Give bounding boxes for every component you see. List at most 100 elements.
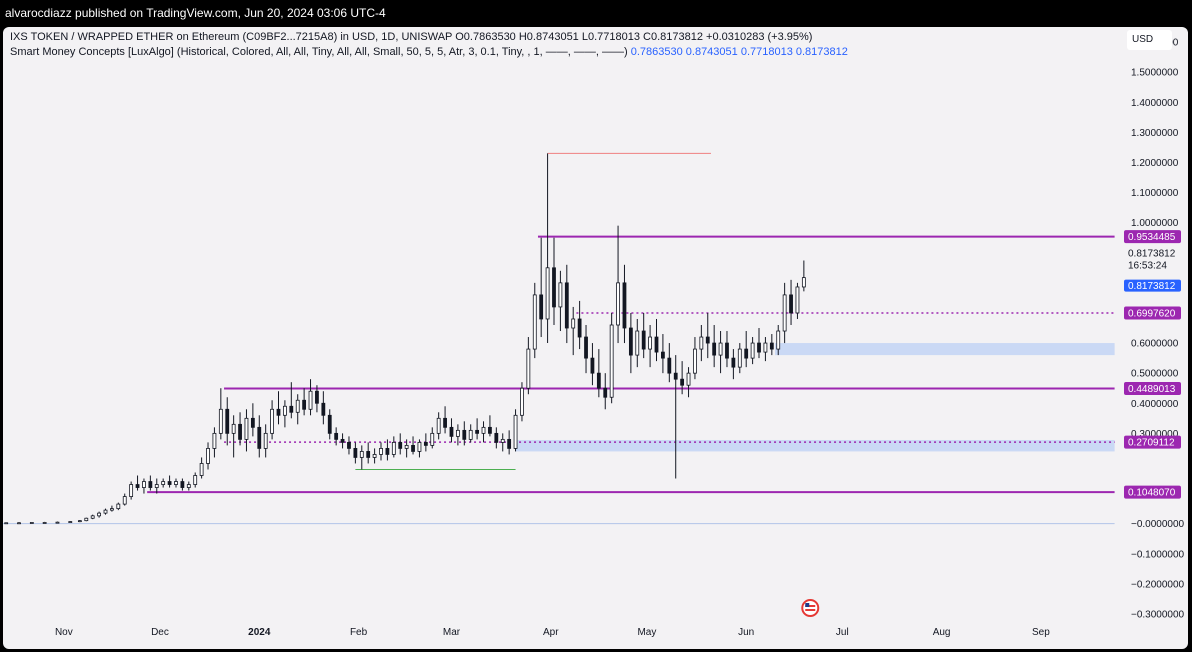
candle-body-71 xyxy=(494,432,499,443)
price-label-bg-3 xyxy=(1124,435,1181,449)
candle-body-72 xyxy=(500,438,505,443)
candle-body-97 xyxy=(661,351,665,359)
candle-body-100 xyxy=(680,378,685,386)
x-tick-label-2: 2024 xyxy=(248,627,271,638)
candle-body-9 xyxy=(97,512,102,517)
candle-body-80 xyxy=(552,267,556,308)
candle-body-35 xyxy=(263,432,268,449)
price-label-bg-0 xyxy=(1124,230,1181,244)
candle-body-98 xyxy=(667,357,672,374)
candle-body-51 xyxy=(366,451,371,458)
candle-body-8 xyxy=(90,515,95,519)
chart-frame[interactable]: 1.60000001.50000001.40000001.30000001.20… xyxy=(3,27,1188,649)
candle-body-47 xyxy=(340,438,345,443)
candle-body-2 xyxy=(29,522,34,524)
candle-body-91 xyxy=(622,282,627,329)
candle-body-17 xyxy=(148,481,153,488)
last-price-value: 0.8173812 xyxy=(1128,249,1176,260)
candle-body-36 xyxy=(270,408,274,434)
candle-body-85 xyxy=(584,336,588,359)
candle-body-73 xyxy=(507,438,512,449)
candle-body-108 xyxy=(731,357,736,368)
price-label-0: 0.9534485 xyxy=(1128,232,1176,243)
candle-body-42 xyxy=(308,390,313,410)
candle-body-41 xyxy=(302,399,307,410)
candle-body-64 xyxy=(449,426,454,437)
candle-body-11 xyxy=(110,508,114,511)
price-axis: 1.60000001.50000001.40000001.30000001.20… xyxy=(1131,38,1185,621)
demand-zone-1 xyxy=(515,439,1115,452)
candle-body-6 xyxy=(77,520,82,523)
candle-body-95 xyxy=(648,336,652,350)
candle-body-21 xyxy=(174,481,178,485)
flag-icon xyxy=(801,599,820,617)
candle-body-22 xyxy=(180,481,185,488)
indicator-values: 0.7863530 0.8743051 0.7718013 0.8173812 xyxy=(630,46,848,58)
time-axis: Nov Dec 2024 Feb Mar Apr May Jun Jul Aug Sep xyxy=(55,599,1050,638)
candle-body-55 xyxy=(391,441,396,455)
levels-layer xyxy=(3,152,1115,525)
candle-body-119 xyxy=(801,277,806,288)
price-label-bg-1 xyxy=(1124,306,1181,320)
candle-body-38 xyxy=(283,405,287,416)
candle-body-70 xyxy=(488,426,492,434)
candle-body-104 xyxy=(705,336,710,344)
price-label-2: 0.4489013 xyxy=(1128,384,1176,395)
candle-body-39 xyxy=(289,405,294,413)
candle-body-63 xyxy=(443,417,447,428)
candle-body-14 xyxy=(129,484,134,497)
currency-button[interactable]: USD xyxy=(1127,30,1172,50)
symbol-title[interactable]: IXS TOKEN / WRAPPED ETHER on Ethereum (C… xyxy=(10,31,453,43)
price-chart[interactable]: 1.60000001.50000001.40000001.30000001.20… xyxy=(3,27,1188,649)
y-tick-label-1: 1.5000000 xyxy=(1131,68,1179,79)
y-tick-label-4: 1.2000000 xyxy=(1131,158,1179,169)
candle-body-77 xyxy=(532,294,537,350)
candle-body-112 xyxy=(757,342,761,353)
candle-body-33 xyxy=(250,417,255,428)
candle-body-0 xyxy=(4,522,9,525)
candle-body-79 xyxy=(545,267,550,320)
current-price-label: 0.8173812 xyxy=(1128,281,1176,292)
candle-body-60 xyxy=(423,441,428,446)
candle-body-101 xyxy=(686,372,691,386)
candle-body-105 xyxy=(712,342,717,356)
candle-body-58 xyxy=(411,445,415,452)
y-tick-label-7: 0.6000000 xyxy=(1131,339,1179,350)
candle-body-96 xyxy=(654,336,659,353)
y-tick-label-6: 1.0000000 xyxy=(1131,218,1179,229)
indicator-title[interactable]: Smart Money Concepts [LuxAlgo] (Historic… xyxy=(10,46,628,58)
candle-body-3 xyxy=(42,522,47,524)
price-label-4: 0.1048070 xyxy=(1128,488,1176,499)
candle-body-62 xyxy=(436,417,441,434)
candle-body-26 xyxy=(206,448,210,464)
candle-body-81 xyxy=(558,282,563,308)
x-tick-label-0: Nov xyxy=(55,627,73,638)
candle-body-7 xyxy=(84,517,89,522)
candle-body-90 xyxy=(616,282,620,326)
candle-body-53 xyxy=(379,448,383,455)
indicator-legend: Smart Money Concepts [LuxAlgo] (Historic… xyxy=(10,46,848,58)
y-tick-label-8: 0.5000000 xyxy=(1131,369,1179,380)
candle-body-89 xyxy=(609,324,614,398)
candle-body-10 xyxy=(103,509,108,514)
flag-icon-stripe-1 xyxy=(805,605,816,607)
price-label-3: 0.2709112 xyxy=(1128,438,1175,449)
candle-body-57 xyxy=(404,445,409,449)
candle-body-117 xyxy=(789,294,793,314)
candle-body-106 xyxy=(718,342,723,356)
candle-body-92 xyxy=(628,327,633,356)
x-tick-label-7: Jun xyxy=(738,627,754,638)
x-tick-label-9: Aug xyxy=(933,627,951,638)
candle-body-1 xyxy=(17,522,21,525)
price-label-1: 0.6997620 xyxy=(1128,309,1176,320)
flag-icon-stripe-2 xyxy=(805,609,816,611)
candle-body-43 xyxy=(315,390,319,404)
candle-body-56 xyxy=(398,441,403,449)
publish-info: alvarocdiazz published on TradingView.co… xyxy=(5,6,386,20)
candle-body-23 xyxy=(186,484,191,488)
candle-body-84 xyxy=(577,318,582,338)
candle-body-12 xyxy=(116,503,121,510)
candle-body-66 xyxy=(462,429,467,440)
candle-body-67 xyxy=(468,429,473,440)
y-tick-label-12: −0.1000000 xyxy=(1131,549,1185,560)
